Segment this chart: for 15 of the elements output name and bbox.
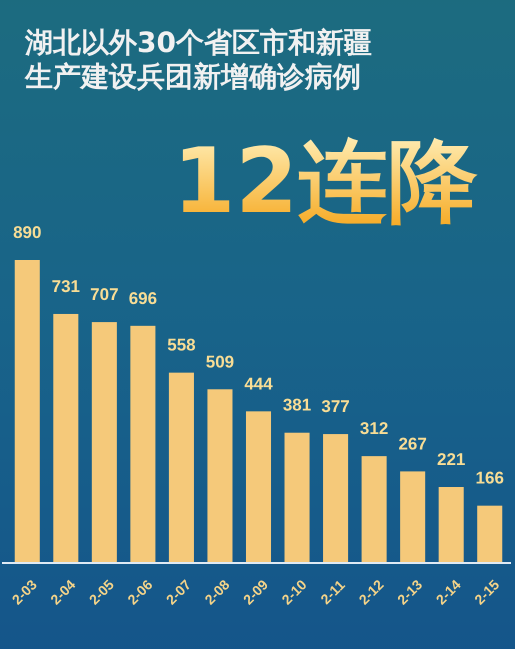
data-label: 696	[128, 288, 158, 308]
data-label: 221	[437, 450, 466, 470]
chart-title: 湖北以外30个省区市和新疆生产建设兵团新增确诊病例	[25, 26, 373, 94]
data-label: 558	[167, 336, 196, 355]
data-label: 444	[244, 374, 274, 394]
chart-subtitle: 12连降	[172, 129, 478, 234]
data-label: 509	[206, 352, 234, 372]
data-label: 377	[321, 397, 350, 416]
data-label: 166	[476, 468, 504, 488]
data-label: 381	[282, 396, 312, 415]
data-label: 267	[398, 434, 427, 454]
data-label: 707	[90, 285, 119, 304]
data-label: 890	[13, 223, 42, 242]
data-label: 312	[360, 419, 388, 438]
data-label: 731	[52, 276, 80, 296]
